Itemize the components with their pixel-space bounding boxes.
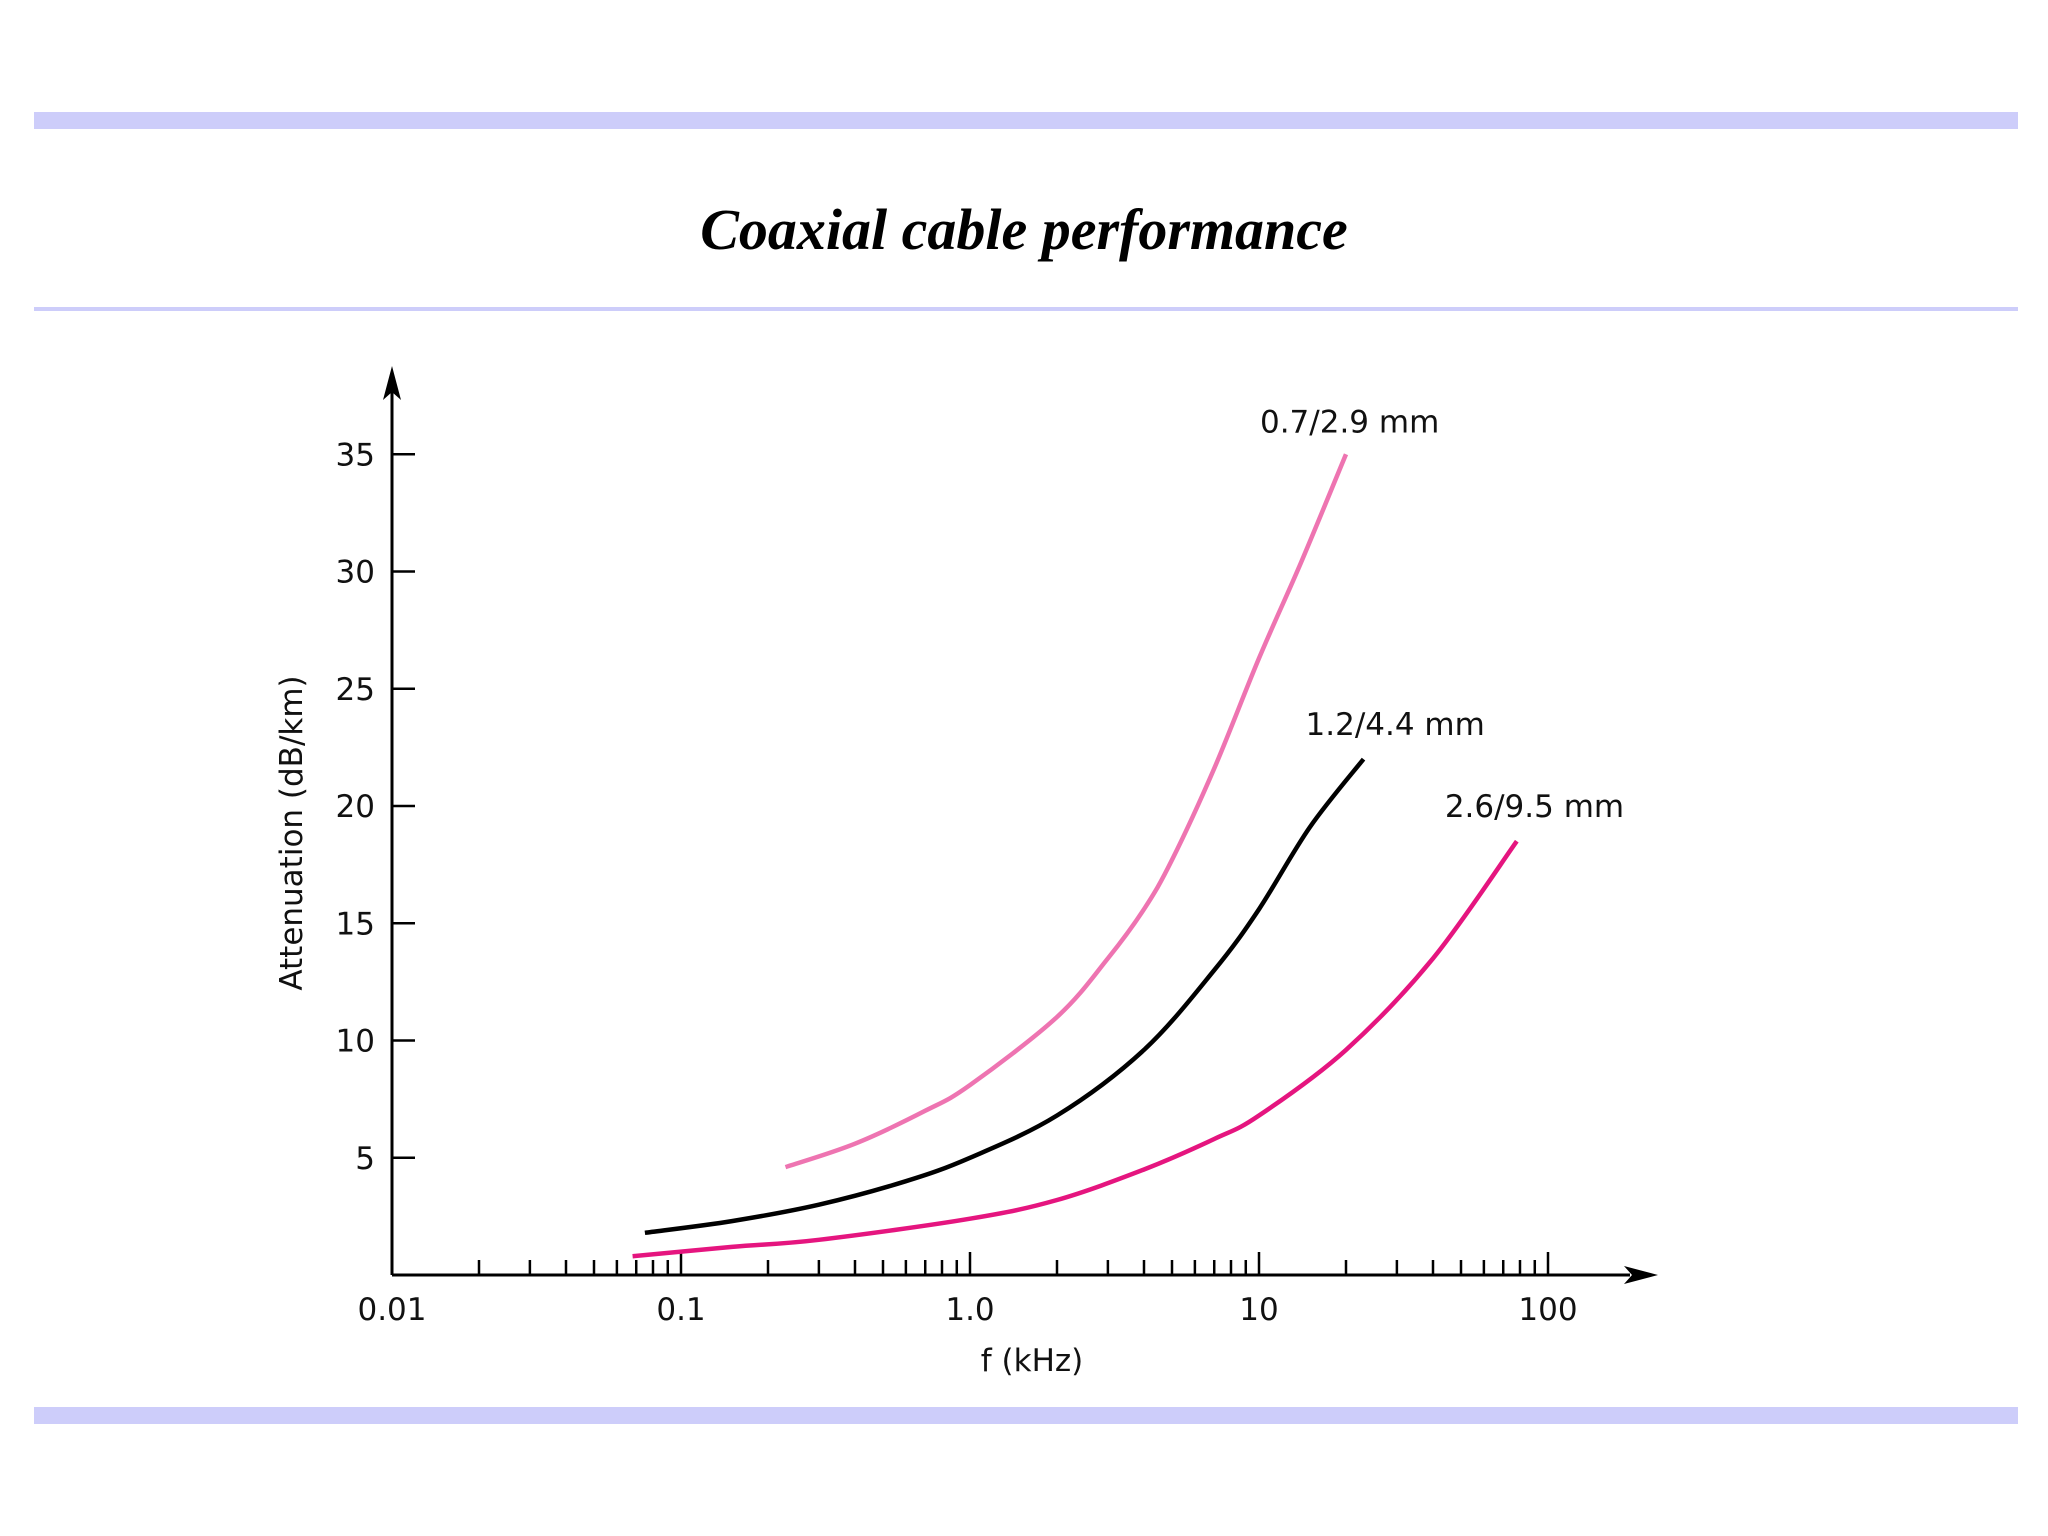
series-label-1: 0.7/2.9 mm (1260, 404, 1439, 440)
y-tick-label: 5 (355, 1141, 375, 1177)
y-axis-arrowhead (383, 366, 401, 400)
y-axis-title: Attenuation (dB/km) (274, 675, 310, 990)
series-line-2 (644, 757, 1366, 1236)
slide-title: Coaxial cable performance (700, 197, 1348, 262)
x-tick-label: 1.0 (945, 1292, 994, 1328)
series-line-3 (632, 839, 1519, 1259)
x-ticks: 0.01 0.1 1.0 10 100 (357, 1252, 1578, 1328)
series-labels: 0.7/2.9 mm 1.2/4.4 mm 2.6/9.5 mm (1260, 404, 1624, 825)
x-tick-label: 0.1 (656, 1292, 705, 1328)
series-label-2: 1.2/4.4 mm (1306, 707, 1485, 743)
x-axis-title: f (kHz) (981, 1343, 1084, 1379)
x-tick-label: 0.01 (357, 1292, 426, 1328)
top-accent-band (34, 112, 2018, 129)
y-tick-label: 35 (336, 437, 375, 473)
bottom-accent-band (34, 1407, 2018, 1424)
y-tick-label: 15 (336, 906, 375, 942)
y-tick-label: 25 (336, 672, 375, 708)
y-tick-label: 20 (336, 789, 375, 825)
x-tick-label: 100 (1518, 1292, 1577, 1328)
y-tick-label: 10 (336, 1024, 375, 1060)
x-axis-arrowhead (1624, 1266, 1658, 1284)
y-ticks: 5 10 15 20 25 30 35 (336, 437, 415, 1177)
x-tick-label: 10 (1239, 1292, 1278, 1328)
series-label-3: 2.6/9.5 mm (1445, 789, 1624, 825)
y-tick-label: 30 (336, 555, 375, 591)
title-divider (34, 307, 2018, 311)
series-layer (632, 453, 1519, 1259)
series-line-1 (784, 453, 1349, 1170)
